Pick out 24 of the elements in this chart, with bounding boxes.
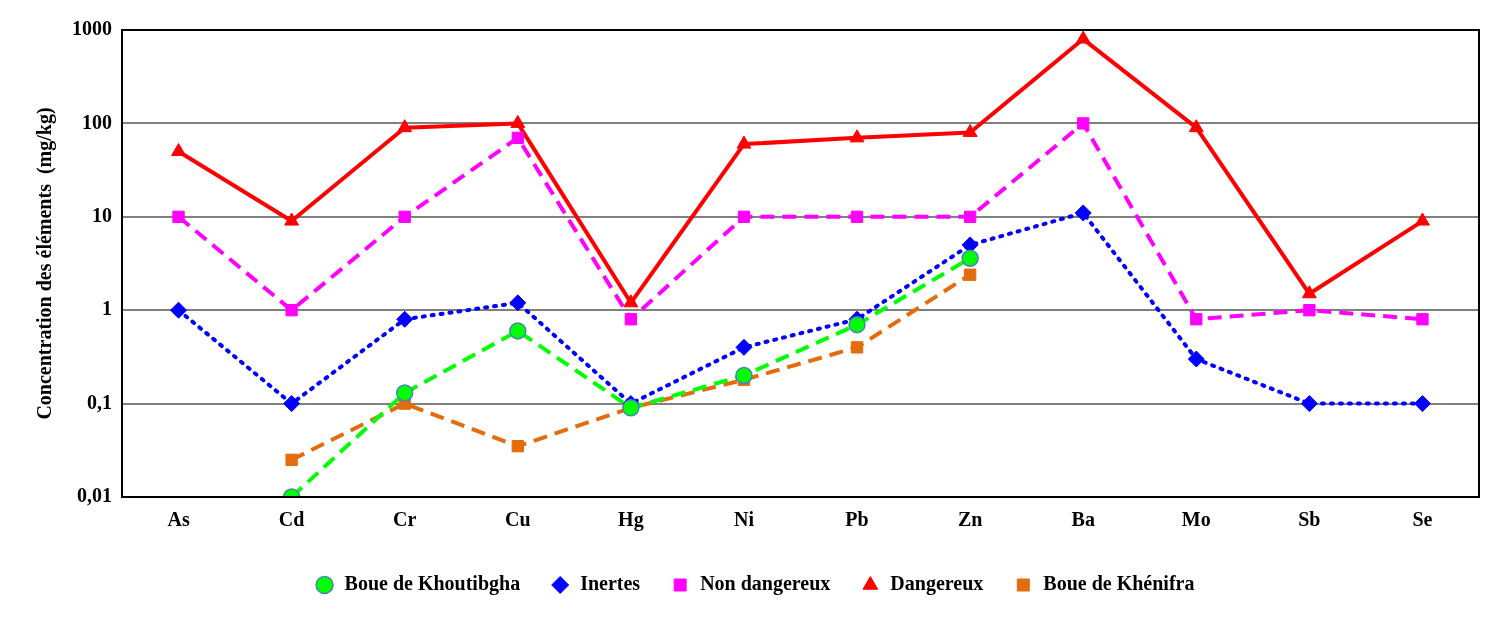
y-tick-label: 0,1 bbox=[87, 390, 112, 413]
x-tick-label: Cd bbox=[278, 508, 305, 531]
y-tick-label: 10 bbox=[92, 203, 112, 226]
x-tick-label: Ni bbox=[733, 508, 755, 531]
x-tick-label: Hg bbox=[618, 508, 644, 532]
legend-label: Dangereux bbox=[890, 572, 984, 596]
y-axis-title: Concentration des éléments (mg/kg) bbox=[33, 107, 57, 420]
x-tick-label: Zn bbox=[957, 508, 983, 531]
x-tick-label: As bbox=[167, 508, 190, 531]
y-tick-label: 0,01 bbox=[77, 484, 112, 507]
y-tick-label: 1000 bbox=[72, 17, 112, 40]
y-tick-label: 1 bbox=[102, 297, 112, 320]
x-tick-label: Cu bbox=[505, 508, 531, 531]
x-tick-label: Se bbox=[1412, 508, 1433, 531]
x-tick-label: Cr bbox=[393, 508, 417, 531]
x-tick-label: Mo bbox=[1181, 508, 1211, 531]
legend-label: Non dangereux bbox=[700, 572, 831, 596]
x-tick-label: Sb bbox=[1298, 508, 1321, 531]
legend-label: Boue de Khénifra bbox=[1043, 572, 1195, 595]
y-tick-label: 100 bbox=[82, 110, 112, 133]
legend-label: Boue de Khoutibgha bbox=[344, 572, 521, 596]
x-tick-label: Ba bbox=[1071, 508, 1095, 531]
legend-label: Inertes bbox=[580, 572, 641, 595]
x-tick-label: Pb bbox=[845, 508, 869, 531]
